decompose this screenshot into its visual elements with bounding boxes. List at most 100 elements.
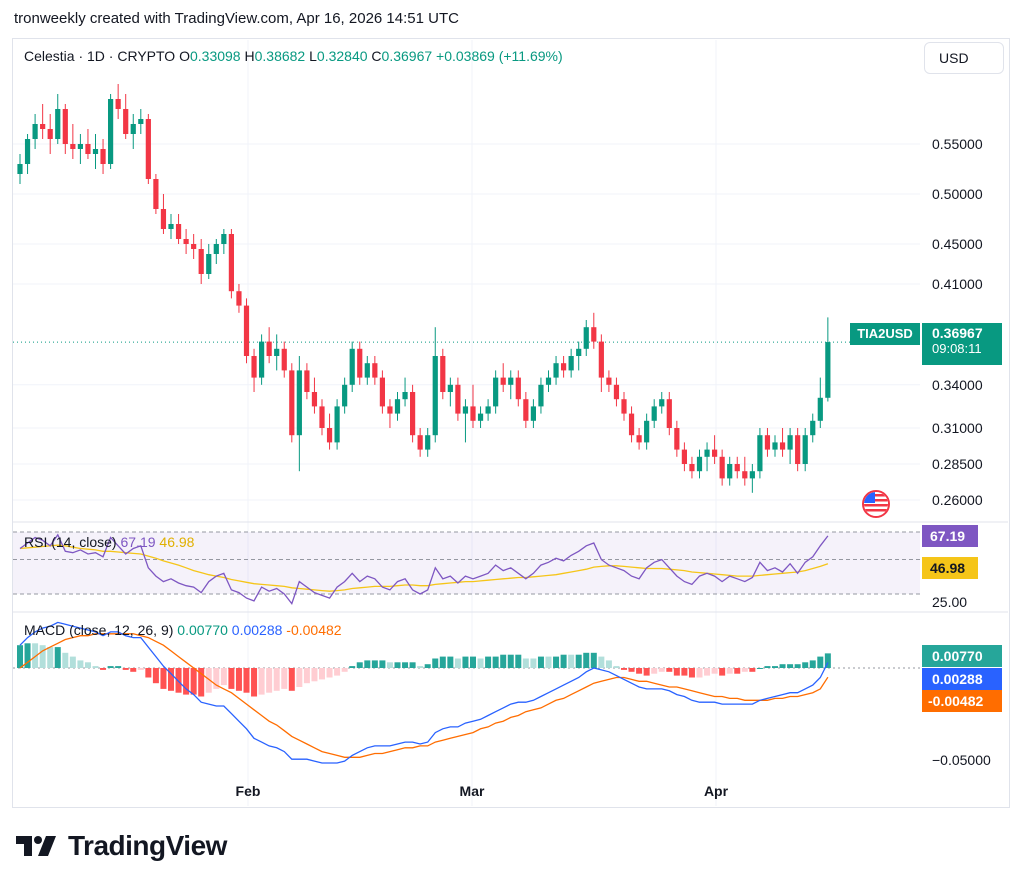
last-price-badge: 0.36967 09:08:11 (922, 323, 1002, 365)
macd-hist-bar (364, 660, 371, 668)
macd-hist-bar (681, 668, 688, 676)
macd-hist-bar (477, 658, 484, 668)
macd-hist-bar (568, 654, 575, 668)
candle-body (613, 384, 620, 400)
time-tick-label: Mar (460, 783, 485, 799)
macd-hist-bar (409, 662, 416, 668)
candle-body (387, 406, 393, 414)
close-label: C (371, 48, 382, 64)
macd-hist-bar (100, 668, 107, 670)
candle-body (440, 356, 446, 392)
candle-body (689, 464, 695, 472)
rsi-band (13, 532, 920, 594)
candle-body (236, 291, 242, 306)
macd-hist-bar (152, 668, 159, 684)
macd-hist-bar (628, 668, 635, 672)
macd-hist-bar (545, 656, 552, 668)
macd-hist-bar (349, 666, 356, 668)
macd-hist-bar (696, 668, 703, 678)
close-value: 0.36967 (381, 48, 433, 64)
macd-hist-bar (439, 656, 446, 668)
macd-hist-bar (530, 658, 537, 668)
macd-hist-bar (243, 668, 250, 693)
candle-body (326, 428, 333, 443)
macd-hist-bar (590, 652, 597, 668)
macd-hist-bar (319, 668, 325, 680)
macd-hist-bar (605, 660, 612, 668)
candle-body (621, 399, 627, 414)
macd-hist-bar (273, 668, 280, 691)
macd-hist-bar (137, 668, 144, 670)
rsi-label: RSI (14, close) (24, 534, 117, 550)
candle-body (168, 224, 174, 229)
macd-hist-bar (379, 660, 386, 668)
macd-hist-bar (560, 654, 567, 668)
brand-name: TradingView (68, 830, 227, 861)
candle-body (779, 442, 786, 450)
chart-frame (12, 38, 1010, 808)
macd-hist-bar (77, 660, 84, 668)
macd-hist-bar (794, 664, 801, 668)
candle-body (628, 413, 635, 436)
macd-hist-bar (183, 668, 190, 695)
price-tick-label: 0.55000 (932, 136, 983, 152)
candle-body (55, 109, 61, 139)
rsi-value: 67.19 (120, 534, 156, 550)
candle-body (221, 234, 227, 244)
macd-hist-bar (107, 666, 114, 668)
macd-hist-bar (485, 656, 492, 668)
candle-body (402, 392, 408, 400)
price-tick-label: 0.31000 (932, 420, 983, 436)
candle-body (591, 327, 597, 342)
candle-body (576, 348, 582, 356)
macd-hist-bar (470, 656, 476, 668)
macd-hist-bar (251, 668, 258, 697)
candle-body (319, 406, 325, 428)
candle-body (583, 327, 589, 349)
macd-hist-bar (575, 654, 582, 668)
candle-body (228, 234, 234, 292)
candle-body (704, 449, 710, 457)
rsi-ma-badge: 46.98 (922, 557, 978, 579)
candle-body (274, 348, 280, 356)
macd-hist-bar (394, 662, 401, 668)
candle-body (266, 341, 272, 356)
candle-body (674, 428, 680, 450)
candle-body (357, 348, 363, 378)
macd-hist-bar (522, 658, 529, 668)
macd-hist-bar (311, 668, 318, 682)
price-tick-label: 0.26000 (932, 492, 983, 508)
candle-body (281, 348, 287, 371)
us-flag-icon[interactable] (862, 490, 890, 518)
candle-body (40, 124, 46, 129)
macd-hist-bar (288, 668, 295, 691)
candle-body (311, 392, 318, 407)
macd-legend: MACD (close, 12, 26, 9) 0.00770 0.00288 … (24, 622, 342, 638)
time-tick-label: Apr (704, 783, 729, 799)
candle-body (712, 449, 718, 457)
candle-body (123, 109, 129, 134)
macd-hist-bar (205, 668, 212, 693)
macd-hist-bar (47, 647, 54, 668)
candle-body (817, 397, 823, 421)
macd-signal-value: -0.00482 (286, 622, 342, 638)
macd-hist-bar (764, 666, 771, 668)
rsi-ma-line (19, 544, 829, 592)
candle-body (462, 406, 469, 414)
candle-body (145, 119, 151, 179)
macd-hist-bar (198, 668, 205, 697)
candle-body (749, 471, 755, 479)
candle-body (561, 363, 567, 371)
currency-button[interactable]: USD (924, 42, 1004, 74)
candle-body (77, 144, 83, 149)
candle-body (100, 149, 106, 164)
candle-body (545, 377, 552, 385)
macd-hist-bar (741, 668, 748, 672)
candle-body (417, 435, 423, 450)
candle-body (447, 384, 453, 392)
candle-body (213, 244, 219, 254)
macd-line-badge: 0.00288 (922, 668, 1002, 690)
candle-body (243, 305, 250, 356)
macd-hist-bar (462, 656, 469, 668)
